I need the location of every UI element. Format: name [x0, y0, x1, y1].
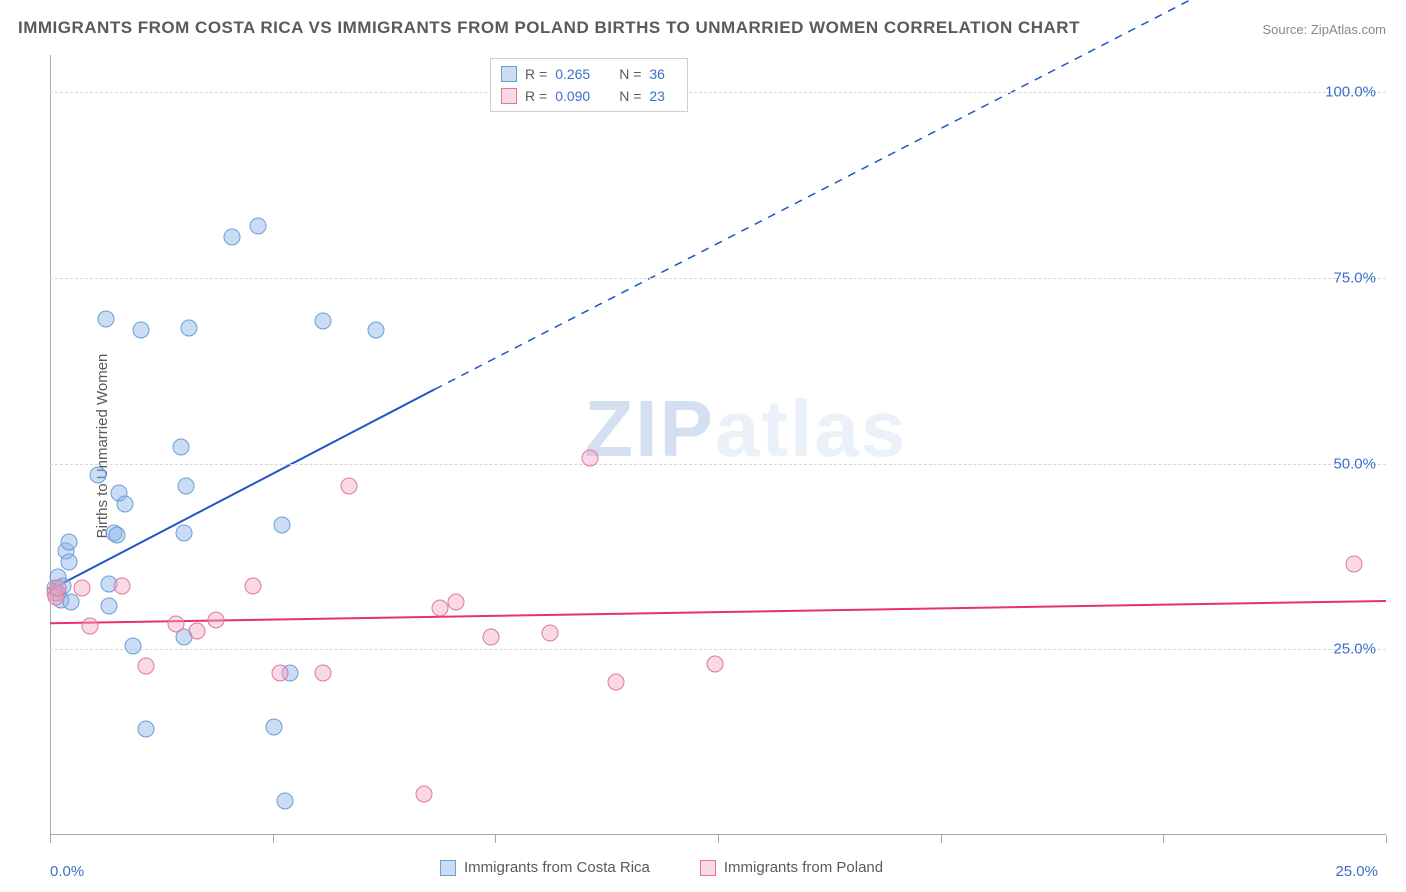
data-point-costa_rica — [60, 533, 77, 550]
data-point-poland — [341, 477, 358, 494]
n-value: 23 — [649, 85, 677, 107]
r-value: 0.265 — [555, 63, 605, 85]
source-label: Source: ZipAtlas.com — [1262, 22, 1386, 37]
data-point-poland — [432, 600, 449, 617]
data-point-costa_rica — [314, 312, 331, 329]
n-value: 36 — [649, 63, 677, 85]
y-tick-label: 25.0% — [1333, 641, 1376, 658]
y-tick-label: 50.0% — [1333, 455, 1376, 472]
data-point-poland — [1345, 555, 1362, 572]
series-legend: Immigrants from Costa Rica Immigrants fro… — [440, 859, 883, 876]
gridline — [50, 92, 1386, 93]
data-point-costa_rica — [178, 477, 195, 494]
data-point-poland — [581, 450, 598, 467]
data-point-costa_rica — [250, 217, 267, 234]
y-axis-line — [50, 55, 51, 835]
x-tick — [50, 835, 51, 843]
x-tick — [941, 835, 942, 843]
x-tick — [1163, 835, 1164, 843]
r-label: R = — [525, 85, 547, 107]
x-tick — [495, 835, 496, 843]
data-point-poland — [416, 786, 433, 803]
legend-label: Immigrants from Poland — [724, 859, 883, 876]
data-point-poland — [114, 578, 131, 595]
x-tick-label: 25.0% — [1335, 863, 1378, 880]
n-label: N = — [619, 85, 641, 107]
data-point-poland — [314, 665, 331, 682]
x-tick-label: 0.0% — [50, 863, 84, 880]
y-tick-label: 100.0% — [1325, 84, 1376, 101]
data-point-costa_rica — [124, 638, 141, 655]
data-point-poland — [82, 618, 99, 635]
data-point-poland — [74, 580, 91, 597]
trend-lines-layer — [50, 55, 1386, 835]
watermark: ZIPatlas — [584, 383, 907, 475]
data-point-costa_rica — [266, 718, 283, 735]
n-label: N = — [619, 63, 641, 85]
data-point-costa_rica — [100, 598, 117, 615]
data-point-poland — [448, 593, 465, 610]
r-label: R = — [525, 63, 547, 85]
chart-area: ZIPatlas 25.0%50.0%75.0%100.0%0.0%25.0%R… — [50, 55, 1386, 835]
data-point-costa_rica — [180, 320, 197, 337]
data-point-poland — [138, 658, 155, 675]
x-tick — [1386, 835, 1387, 843]
data-point-costa_rica — [116, 495, 133, 512]
trend-line-costa_rica — [50, 389, 435, 590]
watermark-atlas: atlas — [715, 384, 907, 473]
data-point-poland — [50, 580, 67, 597]
x-tick — [273, 835, 274, 843]
data-point-costa_rica — [98, 310, 115, 327]
data-point-costa_rica — [132, 321, 149, 338]
gridline — [50, 649, 1386, 650]
legend-swatch — [501, 66, 517, 82]
r-value: 0.090 — [555, 85, 605, 107]
trend-line-poland — [50, 601, 1386, 623]
legend-swatch — [440, 860, 456, 876]
gridline — [50, 464, 1386, 465]
y-tick-label: 75.0% — [1333, 269, 1376, 286]
legend-row-poland: R = 0.090 N = 23 — [501, 85, 677, 107]
data-point-costa_rica — [90, 466, 107, 483]
data-point-costa_rica — [274, 517, 291, 534]
legend-row-costa_rica: R = 0.265 N = 36 — [501, 63, 677, 85]
x-tick — [718, 835, 719, 843]
data-point-poland — [167, 616, 184, 633]
data-point-costa_rica — [172, 439, 189, 456]
data-point-poland — [608, 673, 625, 690]
data-point-poland — [188, 622, 205, 639]
legend-label: Immigrants from Costa Rica — [464, 859, 650, 876]
data-point-poland — [541, 624, 558, 641]
data-point-costa_rica — [175, 524, 192, 541]
watermark-zip: ZIP — [584, 384, 714, 473]
data-point-costa_rica — [367, 321, 384, 338]
legend-item-costa_rica: Immigrants from Costa Rica — [440, 859, 650, 876]
legend-swatch — [700, 860, 716, 876]
data-point-poland — [707, 656, 724, 673]
data-point-costa_rica — [277, 792, 294, 809]
legend-swatch — [501, 88, 517, 104]
correlation-legend: R = 0.265 N = 36 R = 0.090 N = 23 — [490, 58, 688, 112]
data-point-poland — [482, 629, 499, 646]
data-point-poland — [207, 611, 224, 628]
data-point-costa_rica — [60, 553, 77, 570]
data-point-costa_rica — [138, 720, 155, 737]
data-point-costa_rica — [108, 526, 125, 543]
legend-item-poland: Immigrants from Poland — [700, 859, 883, 876]
data-point-poland — [271, 665, 288, 682]
chart-title: IMMIGRANTS FROM COSTA RICA VS IMMIGRANTS… — [18, 18, 1080, 38]
gridline — [50, 278, 1386, 279]
data-point-costa_rica — [223, 229, 240, 246]
data-point-poland — [245, 578, 262, 595]
